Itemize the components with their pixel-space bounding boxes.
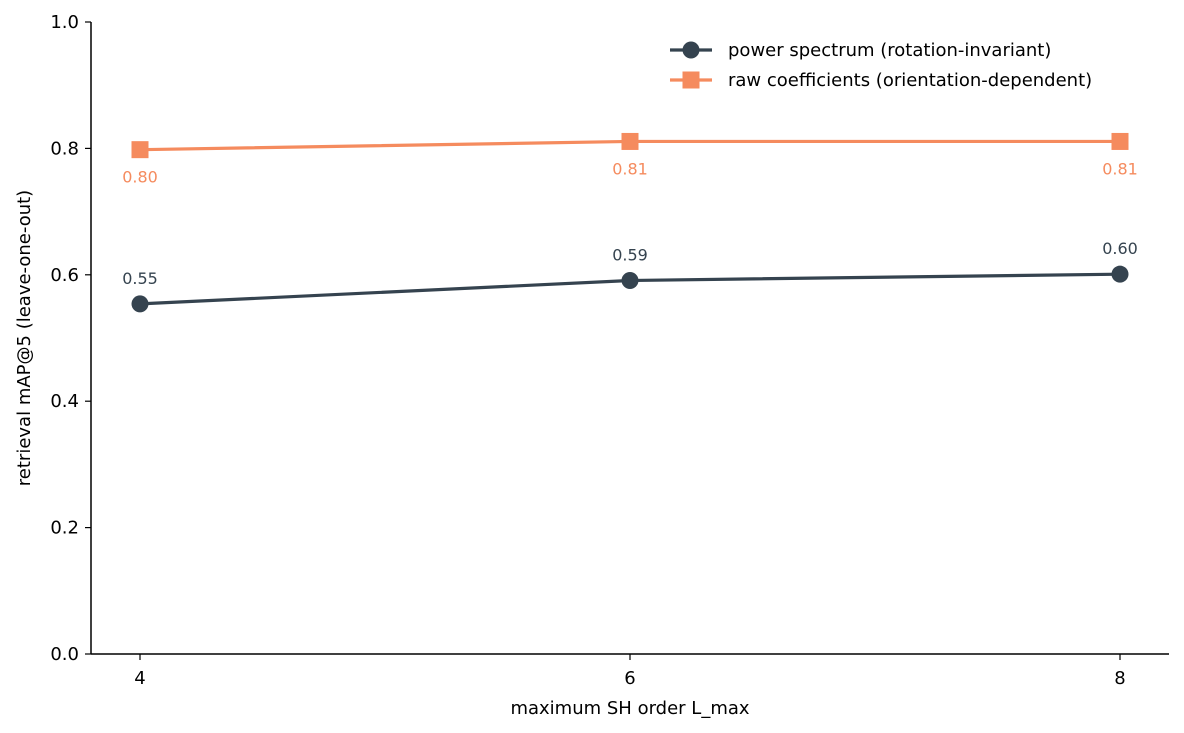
data-label: 0.81 (1102, 159, 1138, 178)
legend-marker (682, 41, 700, 59)
x-tick-label: 8 (1114, 668, 1125, 689)
x-tick-label: 4 (134, 668, 145, 689)
x-tick-label: 6 (624, 668, 635, 689)
data-point (131, 295, 149, 313)
y-tick-label: 0.4 (50, 391, 79, 412)
y-tick-label: 0.6 (50, 265, 79, 286)
series-1: 0.55 0.59 0.60 (122, 239, 1138, 313)
series-2: 0.80 0.81 0.81 (122, 132, 1138, 187)
data-point (621, 271, 639, 289)
y-tick-label: 0.0 (50, 644, 79, 665)
data-point (131, 141, 149, 159)
data-label: 0.81 (612, 159, 648, 178)
data-point (621, 132, 639, 150)
data-point (1111, 132, 1129, 150)
data-point (1111, 265, 1129, 283)
x-axis-title: maximum SH order L_max (510, 698, 749, 719)
legend-marker (682, 71, 700, 89)
data-label: 0.59 (612, 245, 648, 264)
y-axis-title: retrieval mAP@5 (leave-one-out) (14, 190, 35, 486)
data-label: 0.60 (1102, 239, 1138, 258)
axes: 0.0 0.2 0.4 0.6 0.8 1.0 4 6 8 (50, 12, 1169, 689)
series-layer: 0.55 0.59 0.60 0.80 0.81 0.81 (122, 132, 1138, 313)
y-tick-label: 1.0 (50, 12, 79, 33)
legend-item-1: power spectrum (rotation-invariant) (670, 40, 1051, 61)
legend: power spectrum (rotation-invariant) raw c… (670, 40, 1092, 91)
legend-label: raw coefficients (orientation-dependent) (728, 70, 1092, 91)
data-label: 0.80 (122, 168, 158, 187)
y-tick-label: 0.2 (50, 518, 79, 539)
y-tick-label: 0.8 (50, 138, 79, 159)
legend-item-2: raw coefficients (orientation-dependent) (670, 70, 1092, 91)
data-label: 0.55 (122, 269, 158, 288)
legend-label: power spectrum (rotation-invariant) (728, 40, 1051, 61)
